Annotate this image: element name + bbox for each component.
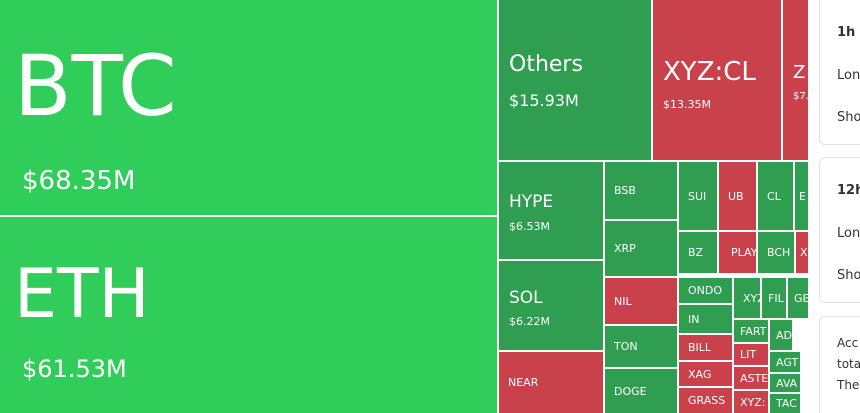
tile[interactable]: XRP xyxy=(605,221,677,276)
tile-label: Z xyxy=(793,62,806,83)
tile-label: Others xyxy=(509,52,583,77)
tile[interactable]: XYZ:CL $13.35M xyxy=(653,0,781,160)
tile-label: NEAR xyxy=(508,376,539,389)
tile[interactable]: HYPE $6.53M xyxy=(499,162,603,259)
tile-label: PLAY xyxy=(731,246,756,259)
tile-label: XYZ: xyxy=(740,395,766,409)
tile-value: $7. xyxy=(793,91,808,102)
tile[interactable]: FIL xyxy=(762,278,786,318)
tile[interactable]: E xyxy=(795,162,808,230)
tile-label: CL xyxy=(767,189,781,203)
note-line: Acc xyxy=(837,336,859,350)
tile[interactable]: PLAY xyxy=(719,232,756,273)
tile[interactable]: BZ xyxy=(679,232,717,273)
tile-label: TAC xyxy=(776,397,797,410)
tile[interactable]: AVA xyxy=(770,374,800,392)
note-line: tota xyxy=(837,357,860,371)
tile-value: $61.53M xyxy=(22,355,127,383)
tile[interactable]: DOGE xyxy=(605,369,677,413)
tile-label: XYZ:CL xyxy=(663,57,756,87)
tile[interactable]: CL xyxy=(758,162,793,230)
tile-label: GRASS xyxy=(688,394,726,407)
stats-card: 1h Lon Sho xyxy=(819,0,860,145)
note-card: Acc tota The xyxy=(819,316,860,413)
tile[interactable]: TAC xyxy=(770,394,800,413)
tile-label: IN xyxy=(688,312,700,326)
tile[interactable]: UB xyxy=(719,162,756,230)
tile[interactable]: ETH $61.53M xyxy=(0,217,497,413)
tile[interactable]: Others $15.93M xyxy=(499,0,651,160)
card-row: Lon xyxy=(837,68,860,83)
tile-value: $68.35M xyxy=(22,166,136,196)
tile[interactable]: X xyxy=(796,232,808,273)
tile-label: ASTE xyxy=(740,371,768,385)
tile-label: FART xyxy=(740,324,767,338)
tile-label: FIL xyxy=(768,291,784,305)
tile-label: SUI xyxy=(688,189,707,203)
tile[interactable]: LIT xyxy=(734,344,768,365)
tile-label: TON xyxy=(614,340,638,353)
tile-label: ONDO xyxy=(688,284,723,297)
card-row: Lon xyxy=(837,226,860,241)
tile-label: BZ xyxy=(688,246,704,259)
tile[interactable]: XYZ xyxy=(734,278,760,318)
card-title: 1h xyxy=(837,25,856,40)
tile-label: XRP xyxy=(614,242,636,255)
tile-label: HYPE xyxy=(509,192,554,212)
tile-label: X xyxy=(800,246,808,259)
tile[interactable]: BTC $68.35M xyxy=(0,0,497,215)
tile-label: BTC xyxy=(14,37,177,135)
tile-label: SOL xyxy=(509,288,543,308)
tile-label: AGT xyxy=(776,355,799,369)
tile-label: UB xyxy=(728,189,744,203)
tile-value: $15.93M xyxy=(509,91,579,110)
tile[interactable]: BCH xyxy=(758,232,794,273)
tile[interactable]: BSB xyxy=(605,162,677,219)
tile-label: BCH xyxy=(767,246,791,259)
tile-label: E xyxy=(799,189,806,203)
card-title: 12h xyxy=(837,183,860,198)
tile-label: DOGE xyxy=(614,384,647,398)
tile-value: $6.22M xyxy=(509,315,550,328)
tile-label: NIL xyxy=(614,294,632,308)
tile-label: XYZ xyxy=(743,291,760,305)
tile[interactable]: Z $7. xyxy=(783,0,808,160)
tile[interactable]: NIL xyxy=(605,278,677,324)
card-row: Sho xyxy=(837,268,860,283)
tile-label: AVA xyxy=(776,376,798,390)
card-row: Sho xyxy=(837,110,860,125)
tile[interactable]: SOL $6.22M xyxy=(499,261,603,350)
tile[interactable]: IN xyxy=(679,305,732,333)
tile-label: GE xyxy=(794,291,808,305)
stats-card: 12h Lon Sho xyxy=(819,157,860,303)
tile[interactable]: AD xyxy=(770,320,792,350)
note-line: The xyxy=(837,378,860,392)
tile[interactable]: XYZ: xyxy=(734,391,768,413)
tile[interactable]: NEAR xyxy=(499,352,603,413)
tile[interactable]: ONDO xyxy=(679,278,732,303)
tile[interactable]: FART xyxy=(734,320,768,342)
tile-label: ETH xyxy=(14,255,150,334)
tile-label: LIT xyxy=(740,348,757,361)
tile[interactable]: ASTE xyxy=(734,367,768,389)
tile-label: BILL xyxy=(688,341,712,354)
tile[interactable]: GE xyxy=(788,278,808,318)
tile-label: BSB xyxy=(614,184,636,197)
tile-label: AD xyxy=(776,328,792,342)
tile-value: $6.53M xyxy=(509,220,550,233)
tile[interactable]: SUI xyxy=(679,162,717,230)
tile[interactable]: GRASS xyxy=(679,388,732,413)
tile[interactable]: XAG xyxy=(679,362,732,386)
tile[interactable]: AGT xyxy=(770,352,800,372)
tile[interactable]: BILL xyxy=(679,335,732,360)
tile-label: XAG xyxy=(688,367,712,381)
tile-value: $13.35M xyxy=(663,98,711,111)
tile[interactable]: TON xyxy=(605,326,677,367)
